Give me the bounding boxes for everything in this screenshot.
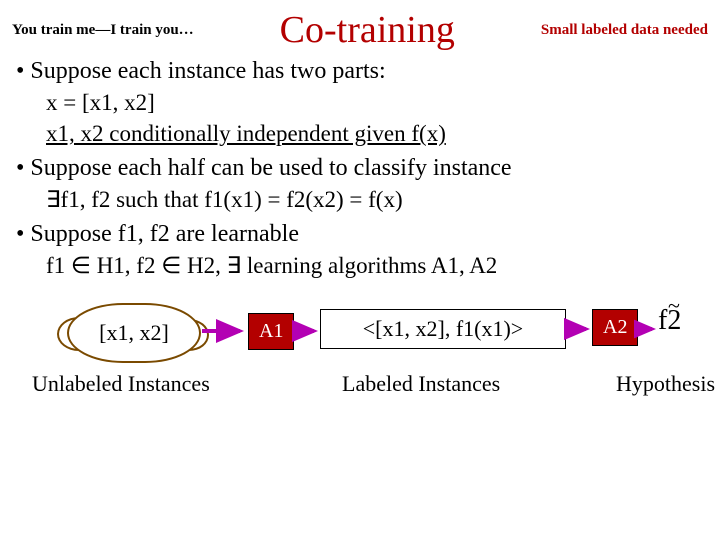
- arrow-4: [634, 315, 660, 343]
- bullet-3: Suppose f1, f2 are learnable: [16, 221, 708, 248]
- bullet-2-sub-1: ∃f1, f2 such that f1(x1) = f2(x2) = f(x): [46, 184, 708, 215]
- arrow-1: [200, 317, 248, 345]
- bullet-1: Suppose each instance has two parts:: [16, 58, 708, 85]
- hypothesis-label: f2: [658, 305, 681, 337]
- tagline: You train me—I train you…: [12, 22, 194, 39]
- algo-a2-box: A2: [592, 309, 638, 346]
- arrow-2: [292, 317, 322, 345]
- page-title: Co-training: [280, 8, 455, 52]
- subtitle: Small labeled data needed: [541, 22, 708, 39]
- algo-a1-box: A1: [248, 313, 294, 350]
- bullet-1-sub-1: x = [x1, x2]: [46, 87, 708, 118]
- caption-hypothesis: Hypothesis: [616, 371, 715, 397]
- bullet-1-sub-2: x1, x2 conditionally independent given f…: [46, 118, 708, 149]
- bullet-2: Suppose each half can be used to classif…: [16, 155, 708, 182]
- labeled-instance-text: <[x1, x2], f1(x1)>: [363, 316, 523, 342]
- labeled-instance-box: <[x1, x2], f1(x1)>: [320, 309, 566, 349]
- arrow-3: [564, 315, 594, 343]
- cloud-unlabeled: [x1, x2]: [67, 303, 201, 363]
- caption-labeled: Labeled Instances: [342, 371, 500, 397]
- bullet-3-sub-1: f1 ∈ H1, f2 ∈ H2, ∃ learning algorithms …: [46, 250, 708, 281]
- diagram: [x1, x2] A1 <[x1, x2], f1(x1)> A2 ~ f2 U…: [12, 299, 708, 439]
- cloud-label: [x1, x2]: [99, 320, 169, 346]
- caption-unlabeled: Unlabeled Instances: [32, 371, 210, 397]
